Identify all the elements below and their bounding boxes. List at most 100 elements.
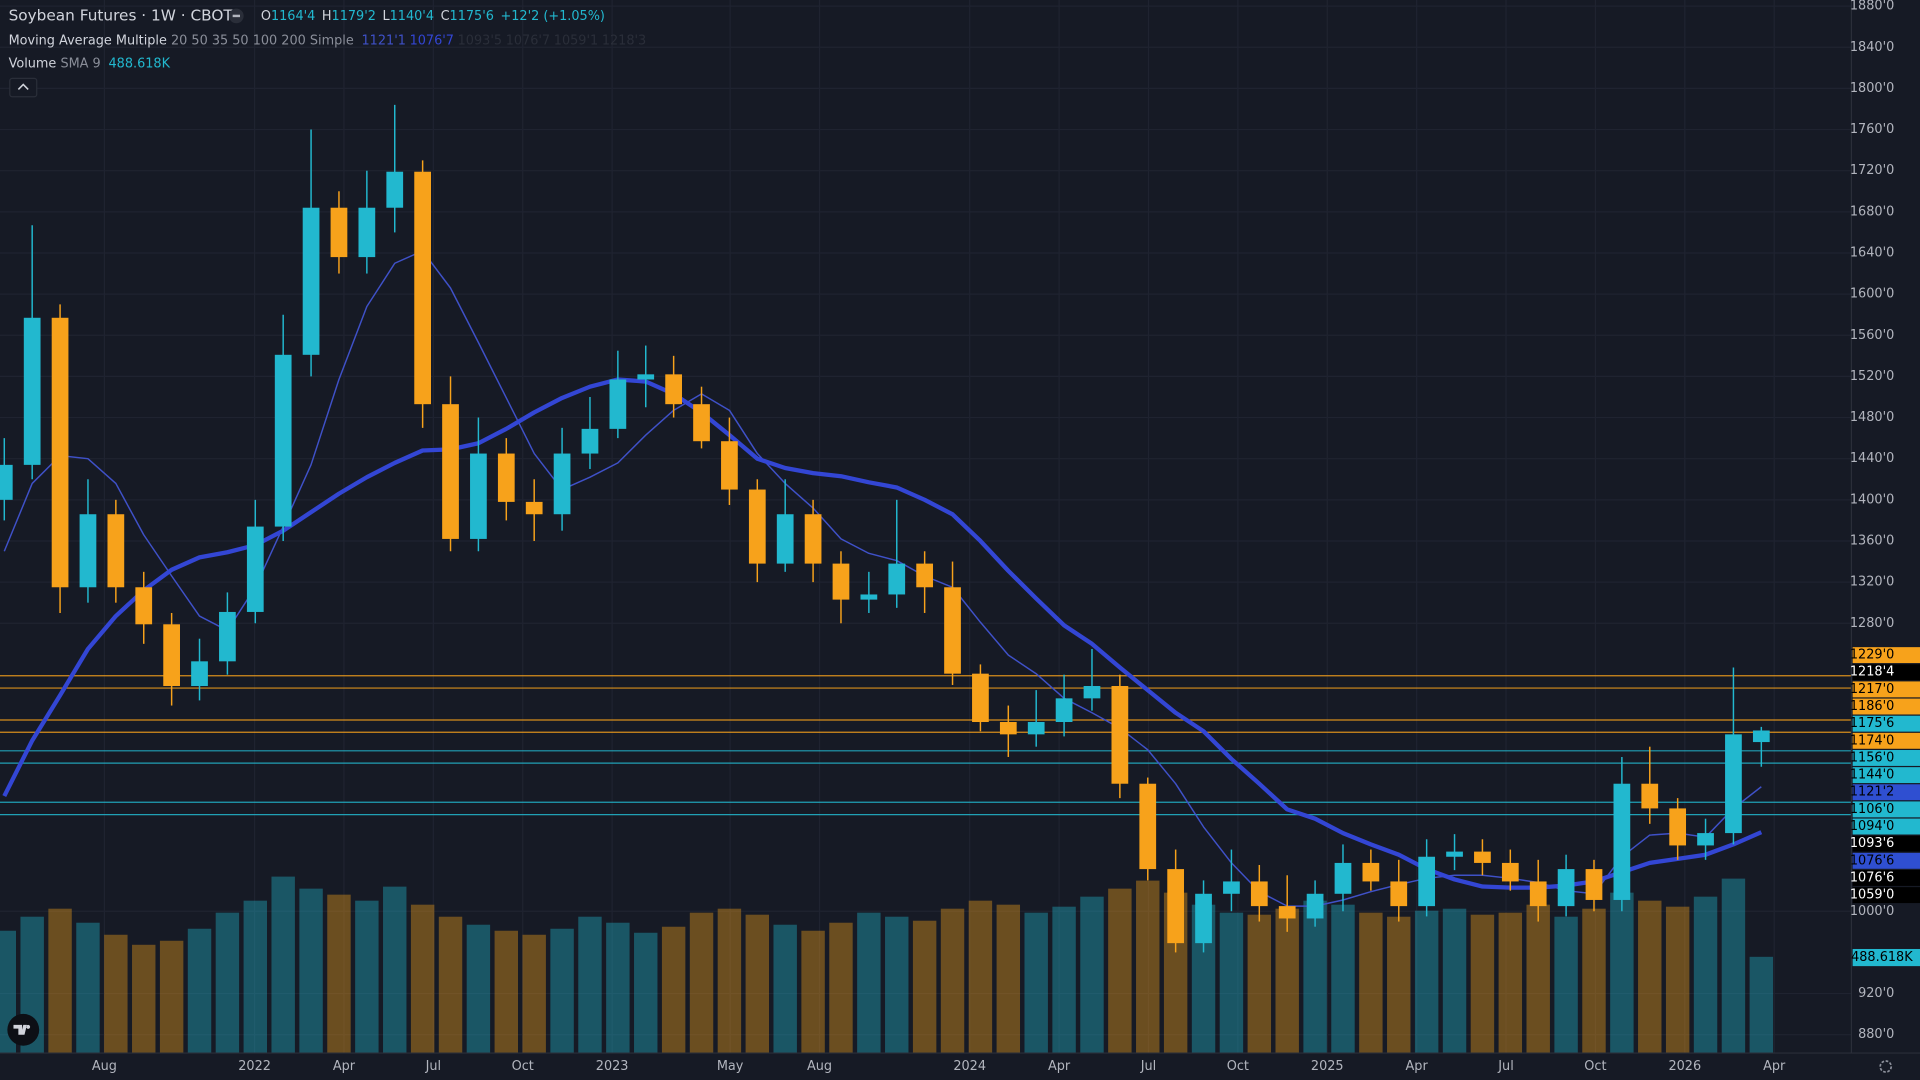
- y-tick-label: 920'0: [1858, 986, 1894, 1001]
- candle-body: [0, 464, 13, 500]
- candle-body: [693, 404, 710, 442]
- volume-pane: [0, 876, 1774, 1054]
- candle-body: [804, 514, 822, 564]
- candle-body: [776, 514, 794, 564]
- y-tick-label: 880'0: [1858, 1027, 1894, 1042]
- candle-body: [1418, 856, 1436, 907]
- candle-body: [525, 501, 543, 515]
- price-label-box: [1852, 681, 1920, 698]
- collapse-button[interactable]: [9, 77, 38, 98]
- indicator-value: 1093'5: [458, 33, 502, 48]
- indicator-value: 1218'3: [602, 33, 646, 48]
- indicator-value: 1076'7: [506, 33, 550, 48]
- moving-average: [2, 377, 1763, 890]
- candle-body: [1139, 783, 1157, 870]
- candle-body: [1195, 893, 1212, 944]
- moving-averages: [2, 250, 1763, 907]
- volume-bar: [522, 934, 546, 1054]
- y-tick-label: 1640'0: [1850, 245, 1894, 260]
- price-label: 1174'0: [1850, 733, 1894, 748]
- price-label-box: [1852, 664, 1920, 681]
- volume-bar: [857, 912, 881, 1054]
- candle-body: [442, 404, 459, 539]
- volume-bar: [1721, 878, 1746, 1054]
- x-tick-label: Apr: [1406, 1059, 1429, 1074]
- candle-body: [916, 563, 934, 588]
- candle-body: [274, 354, 292, 527]
- indicator-name: Volume: [9, 56, 57, 71]
- candle-body: [1390, 881, 1408, 907]
- price-label: 1076'6: [1850, 853, 1894, 868]
- candle-body: [135, 587, 153, 625]
- candle-body: [1055, 698, 1073, 723]
- candle-body: [1752, 730, 1770, 743]
- candle-body: [191, 661, 208, 687]
- candle-body: [1446, 851, 1463, 857]
- volume-bar: [1136, 880, 1160, 1054]
- y-tick-label: 1840'0: [1850, 40, 1894, 55]
- volume-bar: [327, 894, 351, 1054]
- x-tick-label: 2026: [1668, 1059, 1701, 1074]
- y-tick-label: 1720'0: [1850, 163, 1894, 178]
- x-tick-label: Jul: [425, 1059, 442, 1074]
- moving-average: [3, 250, 1762, 907]
- indicator-value: 488.618K: [108, 56, 170, 71]
- volume-label: 488.618K: [1851, 950, 1913, 965]
- settings-icon[interactable]: [1879, 1060, 1893, 1073]
- price-label: 1144'0: [1850, 768, 1894, 783]
- price-label-box: [1852, 698, 1920, 715]
- candle-body: [1613, 783, 1631, 900]
- volume-bar: [689, 912, 714, 1054]
- volume-label-box: [1852, 948, 1920, 967]
- volume-bar: [801, 930, 825, 1054]
- y-tick-label: 1800'0: [1850, 81, 1894, 96]
- price-label: 1217'0: [1850, 682, 1894, 697]
- candle-body: [1306, 893, 1324, 919]
- price-label-box: [1852, 887, 1920, 904]
- y-tick-label: 1880'0: [1850, 0, 1894, 14]
- candle-body: [163, 624, 180, 687]
- y-tick-label: 1520'0: [1850, 369, 1894, 384]
- candle-body: [51, 317, 69, 588]
- y-tick-label: 1400'0: [1850, 492, 1894, 507]
- y-tick-label: 1480'0: [1850, 410, 1894, 425]
- volume-bar: [745, 914, 770, 1054]
- volume-bar: [1080, 896, 1104, 1054]
- price-label-box: [1852, 767, 1920, 784]
- volume-bar: [1693, 896, 1718, 1054]
- volume-bar: [606, 922, 630, 1054]
- indicator-ma: Moving Average Multiple 20 50 35 50 100 …: [9, 33, 647, 48]
- price-label-box: [1852, 732, 1920, 749]
- volume-bar: [410, 904, 435, 1054]
- price-label-box: [1852, 715, 1920, 732]
- indicator-params: 20 50 35 50 100 200 Simple: [171, 33, 354, 48]
- status-icon-bar: [232, 14, 240, 18]
- candle-body: [330, 207, 348, 258]
- candle-body: [79, 514, 97, 588]
- volume-bar: [1247, 914, 1272, 1054]
- price-label-box: [1852, 801, 1920, 818]
- volume-bar: [1442, 908, 1467, 1054]
- volume-bar: [299, 888, 323, 1054]
- x-tick-label: Oct: [512, 1059, 534, 1074]
- volume-bar: [1470, 914, 1495, 1054]
- volume-bar: [1610, 892, 1634, 1054]
- ohlc-value: 1164'4: [271, 8, 315, 23]
- indicator-name: Moving Average Multiple: [9, 33, 167, 48]
- price-label-box: [1852, 852, 1920, 869]
- candle-body: [748, 489, 766, 564]
- volume-bar: [1219, 912, 1244, 1054]
- volume-bar: [717, 908, 742, 1054]
- price-label: 1156'0: [1850, 750, 1894, 765]
- candle-body: [637, 374, 655, 380]
- volume-bar: [1108, 888, 1132, 1054]
- x-tick-label: Apr: [333, 1059, 356, 1074]
- candle-body: [999, 722, 1017, 735]
- price-label-box: [1852, 835, 1920, 852]
- candle-body: [665, 374, 683, 405]
- x-tick-label: Apr: [1763, 1059, 1786, 1074]
- candle-body: [581, 428, 599, 454]
- x-tick-label: 2023: [596, 1059, 629, 1074]
- candle-body: [219, 611, 236, 662]
